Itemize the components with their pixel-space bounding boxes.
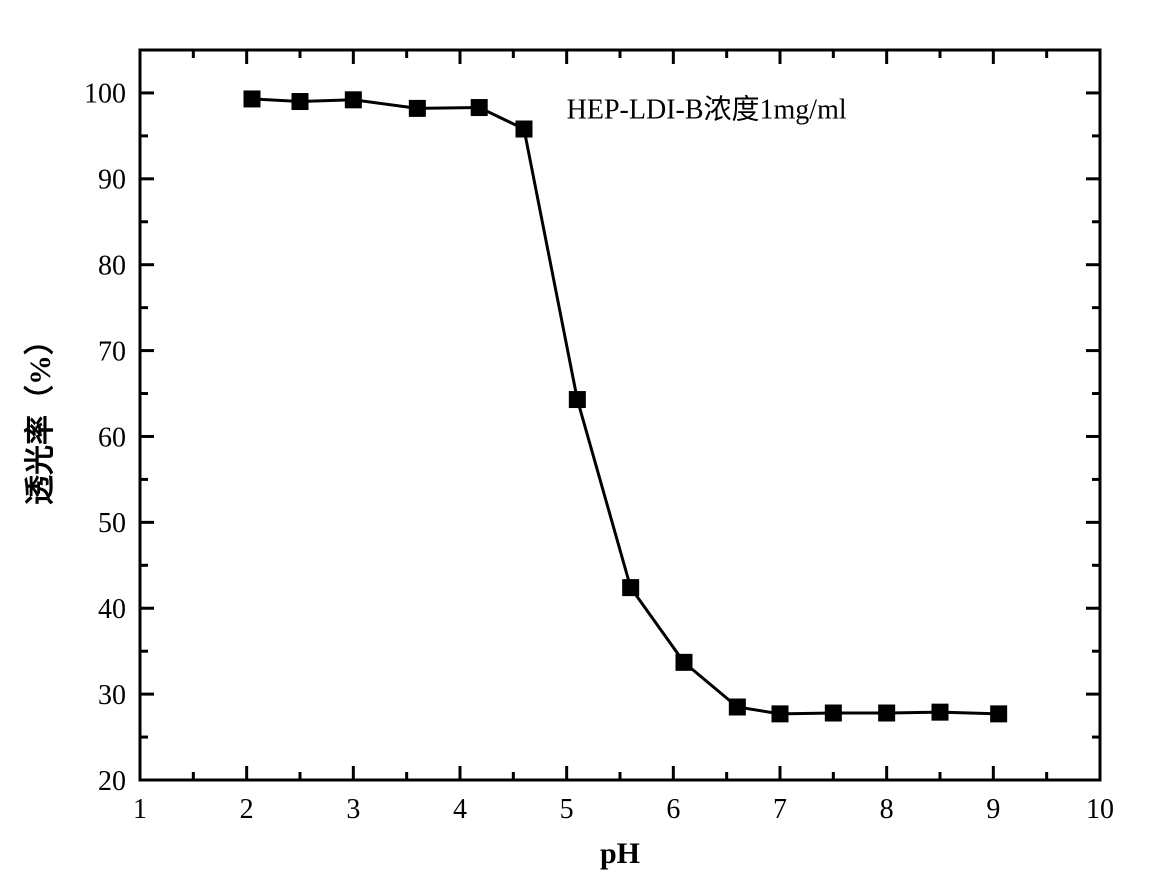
y-tick-label: 20 — [98, 766, 126, 797]
data-marker — [471, 100, 487, 116]
x-tick-label: 10 — [1086, 794, 1114, 825]
data-marker — [825, 705, 841, 721]
x-tick-label: 8 — [880, 794, 894, 825]
y-tick-label: 30 — [98, 680, 126, 711]
x-tick-label: 7 — [773, 794, 787, 825]
data-marker — [676, 654, 692, 670]
x-tick-label: 4 — [453, 794, 467, 825]
y-tick-label: 100 — [84, 79, 126, 110]
y-tick-label: 50 — [98, 508, 126, 539]
y-tick-label: 80 — [98, 251, 126, 282]
x-axis-label: pH — [600, 837, 640, 870]
data-marker — [569, 392, 585, 408]
x-tick-label: 3 — [346, 794, 360, 825]
data-marker — [409, 100, 425, 116]
chart-svg: 1 2 3 4 5 6 7 8 9 10 20 30 40 50 60 70 80 90 100 pH 透光率（%） HE… — [0, 0, 1174, 886]
data-marker — [345, 92, 361, 108]
data-marker — [729, 699, 745, 715]
data-marker — [516, 121, 532, 137]
data-marker — [879, 705, 895, 721]
x-tick-label: 9 — [986, 794, 1000, 825]
chart-background — [0, 0, 1174, 886]
data-marker — [772, 706, 788, 722]
x-tick-label: 2 — [240, 794, 254, 825]
y-tick-label: 40 — [98, 594, 126, 625]
data-marker — [244, 91, 260, 107]
x-tick-label: 1 — [133, 794, 147, 825]
y-tick-label: 90 — [98, 165, 126, 196]
x-tick-label: 6 — [666, 794, 680, 825]
data-marker — [292, 94, 308, 110]
series-legend-label: HEP-LDI-B浓度1mg/ml — [567, 94, 847, 126]
data-marker — [932, 704, 948, 720]
y-tick-label: 60 — [98, 422, 126, 453]
y-tick-label: 70 — [98, 336, 126, 367]
x-tick-label: 5 — [560, 794, 574, 825]
chart-container: 1 2 3 4 5 6 7 8 9 10 20 30 40 50 60 70 80 90 100 pH 透光率（%） HE… — [0, 0, 1174, 886]
y-axis-label: 透光率（%） — [23, 325, 57, 505]
data-marker — [991, 706, 1007, 722]
data-marker — [623, 580, 639, 596]
